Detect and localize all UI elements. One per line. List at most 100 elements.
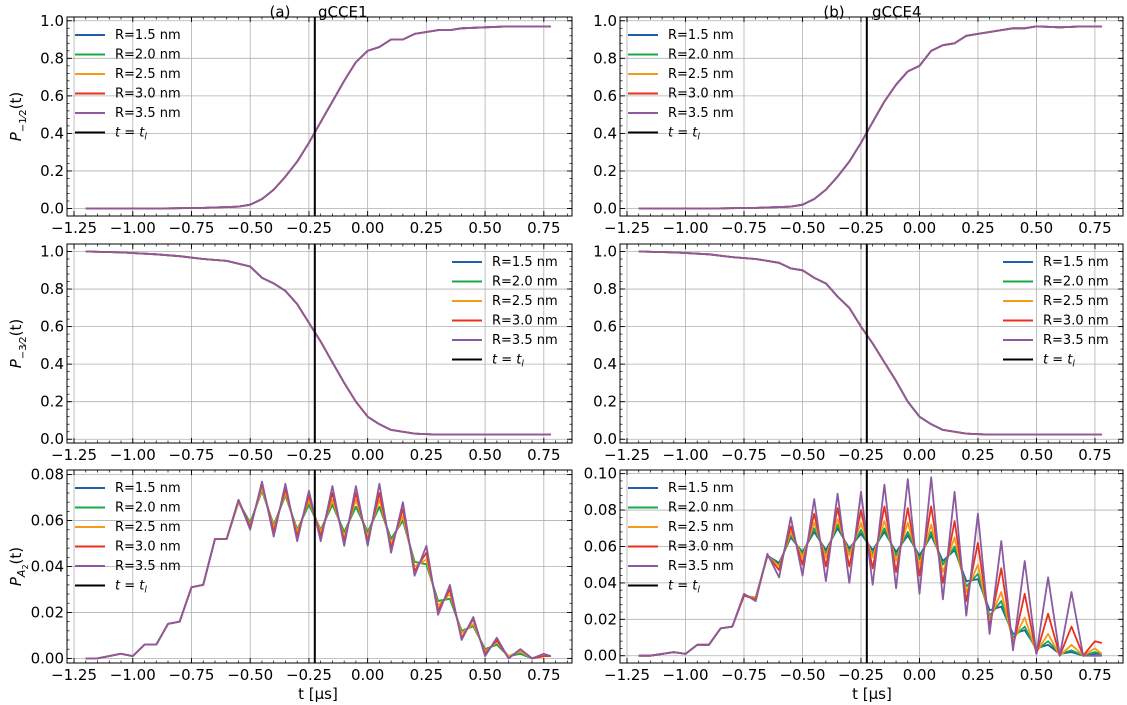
y-axis-label: P−1⁄2(t) bbox=[7, 92, 29, 141]
y-tick-label: 0.06 bbox=[31, 512, 64, 530]
y-tick-label: 0.00 bbox=[584, 647, 617, 665]
ylabel-subscript: −3⁄2 bbox=[18, 336, 29, 359]
y-tick-label: 0.0 bbox=[593, 430, 617, 448]
series-line-r-3-0-nm bbox=[638, 250, 1102, 436]
legend-sub: l bbox=[1072, 360, 1075, 370]
y-tick-label: 0.08 bbox=[31, 466, 64, 484]
y-tick-label: 0.10 bbox=[584, 465, 617, 483]
x-tick-label: −1.00 bbox=[663, 219, 709, 237]
x-tick-label: 0.50 bbox=[1020, 666, 1053, 684]
x-tick-label: 0.25 bbox=[410, 446, 443, 464]
y-tick-label: 0.8 bbox=[40, 280, 64, 298]
x-tick-label: 0.00 bbox=[351, 446, 384, 464]
x-tick-label: −0.75 bbox=[721, 219, 767, 237]
y-tick-label: 1.0 bbox=[40, 12, 64, 30]
x-tick-label: −1.25 bbox=[604, 666, 650, 684]
legend-label: R=3.0 nm bbox=[668, 87, 734, 102]
legend-label: R=1.5 nm bbox=[115, 28, 181, 43]
x-tick-label: 0.50 bbox=[468, 666, 501, 684]
legend-label: R=2.5 nm bbox=[115, 67, 181, 82]
legend-label: R=3.5 nm bbox=[115, 106, 181, 121]
x-tick-label: −0.25 bbox=[286, 666, 332, 684]
y-tick-label: 1.0 bbox=[40, 243, 64, 261]
series-line-r-3-5-nm bbox=[638, 476, 1102, 657]
x-tick-label: −0.50 bbox=[227, 446, 273, 464]
axes-frame bbox=[619, 16, 1124, 217]
legend: R=1.5 nm R=2.0 nm R=2.5 nm R=3.0 nm R=3.5 nm… bbox=[1003, 255, 1109, 370]
y-tick-label: 0.0 bbox=[593, 199, 617, 217]
y-tick-label: 0.02 bbox=[31, 603, 64, 621]
series-line-r-3-5-nm bbox=[85, 480, 552, 660]
legend-t: t bbox=[1043, 353, 1049, 368]
y-tick-label: 0.06 bbox=[584, 537, 617, 555]
x-tick-label: −1.00 bbox=[110, 666, 156, 684]
ylabel-subscript-index: 2 bbox=[21, 564, 30, 569]
x-tick-label: 0.75 bbox=[1078, 666, 1111, 684]
x-tick-label: −0.25 bbox=[838, 446, 884, 464]
series-line-r-2-0-nm bbox=[85, 489, 551, 660]
panel-b-title: gCCE4 bbox=[872, 3, 922, 21]
legend-t2: t bbox=[692, 126, 698, 141]
panel-1: −1.25 −1.00 −0.75 −0.50 −0.25 0.00 0.25 0.50 0.7… bbox=[7, 12, 573, 237]
y-tick-label: 0.8 bbox=[40, 49, 64, 67]
ylabel-subscript: A bbox=[15, 570, 28, 579]
x-tick-label: −0.75 bbox=[721, 446, 767, 464]
series-line-r-3-5-nm bbox=[85, 250, 551, 436]
legend-label: t = tl bbox=[115, 579, 147, 596]
legend-label: R=3.5 nm bbox=[492, 333, 558, 348]
legend: R=1.5 nm R=2.0 nm R=2.5 nm R=3.0 nm R=3.5 nm… bbox=[628, 481, 734, 596]
x-tick-label: −1.00 bbox=[110, 446, 156, 464]
x-tick-label: 0.75 bbox=[527, 219, 560, 237]
x-tick-label: −0.25 bbox=[286, 219, 332, 237]
y-axis-label: P−3⁄2(t) bbox=[7, 319, 29, 368]
legend-label: R=3.5 nm bbox=[668, 106, 734, 121]
x-tick-label: −0.25 bbox=[838, 219, 884, 237]
legend-t: t bbox=[668, 579, 674, 594]
panel-a-tag: (a) bbox=[270, 3, 291, 21]
legend-label: R=3.0 nm bbox=[668, 540, 734, 555]
ylabel-arg: (t) bbox=[7, 547, 25, 565]
x-tick-label: −1.25 bbox=[604, 219, 650, 237]
x-tick-label: 0.50 bbox=[468, 446, 501, 464]
legend-label: R=2.0 nm bbox=[668, 501, 734, 516]
y-tick-label: 0.6 bbox=[593, 318, 617, 336]
panel-b-tag: (b) bbox=[823, 3, 844, 21]
legend-t: t bbox=[668, 126, 674, 141]
y-tick-label: 0.04 bbox=[584, 574, 617, 592]
x-tick-label: 0.25 bbox=[961, 446, 994, 464]
legend-t2: t bbox=[692, 579, 698, 594]
x-tick-label: 0.50 bbox=[1020, 219, 1053, 237]
legend-t2: t bbox=[516, 353, 522, 368]
y-tick-label: 0.04 bbox=[31, 558, 64, 576]
legend-eq: = bbox=[673, 126, 692, 141]
legend-label: t = tl bbox=[1043, 353, 1075, 370]
legend-t2: t bbox=[139, 579, 145, 594]
x-tick-label: −1.00 bbox=[663, 446, 709, 464]
y-tick-label: 0.2 bbox=[593, 162, 617, 180]
x-tick-label: −1.00 bbox=[110, 219, 156, 237]
legend-label: R=3.5 nm bbox=[115, 559, 181, 574]
x-tick-label: 0.50 bbox=[1020, 446, 1053, 464]
axes-frame bbox=[66, 243, 573, 444]
y-tick-label: 0.08 bbox=[584, 501, 617, 519]
x-tick-label: −0.25 bbox=[286, 446, 332, 464]
legend: R=1.5 nm R=2.0 nm R=2.5 nm R=3.0 nm R=3.5 nm… bbox=[452, 255, 558, 370]
y-tick-label: 0.4 bbox=[40, 355, 64, 373]
series-line-r-3-5-nm bbox=[638, 250, 1102, 436]
x-tick-label: 0.25 bbox=[410, 219, 443, 237]
legend-label: R=1.5 nm bbox=[115, 481, 181, 496]
x-tick-label: −0.75 bbox=[169, 219, 215, 237]
x-tick-label: 0.00 bbox=[903, 446, 936, 464]
legend-t2: t bbox=[139, 126, 145, 141]
x-tick-label: 0.00 bbox=[903, 666, 936, 684]
x-tick-label: 0.00 bbox=[903, 219, 936, 237]
legend-sub: l bbox=[144, 133, 147, 143]
x-tick-label: −1.25 bbox=[51, 446, 97, 464]
legend-sub: l bbox=[697, 586, 700, 596]
legend-label: R=2.0 nm bbox=[115, 501, 181, 516]
y-axis-label: PA2(t) bbox=[7, 547, 30, 586]
y-tick-label: 0.8 bbox=[593, 49, 617, 67]
legend-t2: t bbox=[1067, 353, 1073, 368]
legend-sub: l bbox=[521, 360, 524, 370]
panel-5: −1.25 −1.00 −0.75 −0.50 −0.25 0.00 0.25 0.50 0.7… bbox=[7, 466, 573, 684]
